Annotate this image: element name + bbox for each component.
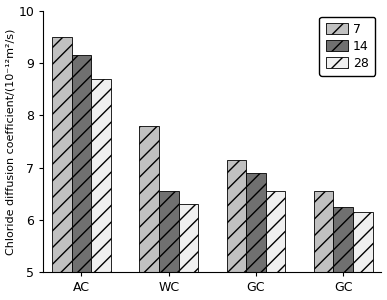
- Bar: [52, 37, 72, 272]
- Bar: [72, 55, 91, 272]
- Bar: [91, 79, 111, 272]
- Bar: [139, 126, 159, 272]
- Bar: [334, 207, 353, 272]
- Legend: 7, 14, 28: 7, 14, 28: [319, 17, 375, 76]
- Bar: [314, 191, 334, 272]
- Y-axis label: Chloride diffusion coefficient/(10⁻¹²m²/s): Chloride diffusion coefficient/(10⁻¹²m²/…: [5, 28, 15, 255]
- Bar: [226, 160, 246, 272]
- Bar: [246, 173, 266, 272]
- Bar: [159, 191, 178, 272]
- Bar: [353, 212, 373, 272]
- Bar: [178, 204, 198, 272]
- Bar: [266, 191, 286, 272]
